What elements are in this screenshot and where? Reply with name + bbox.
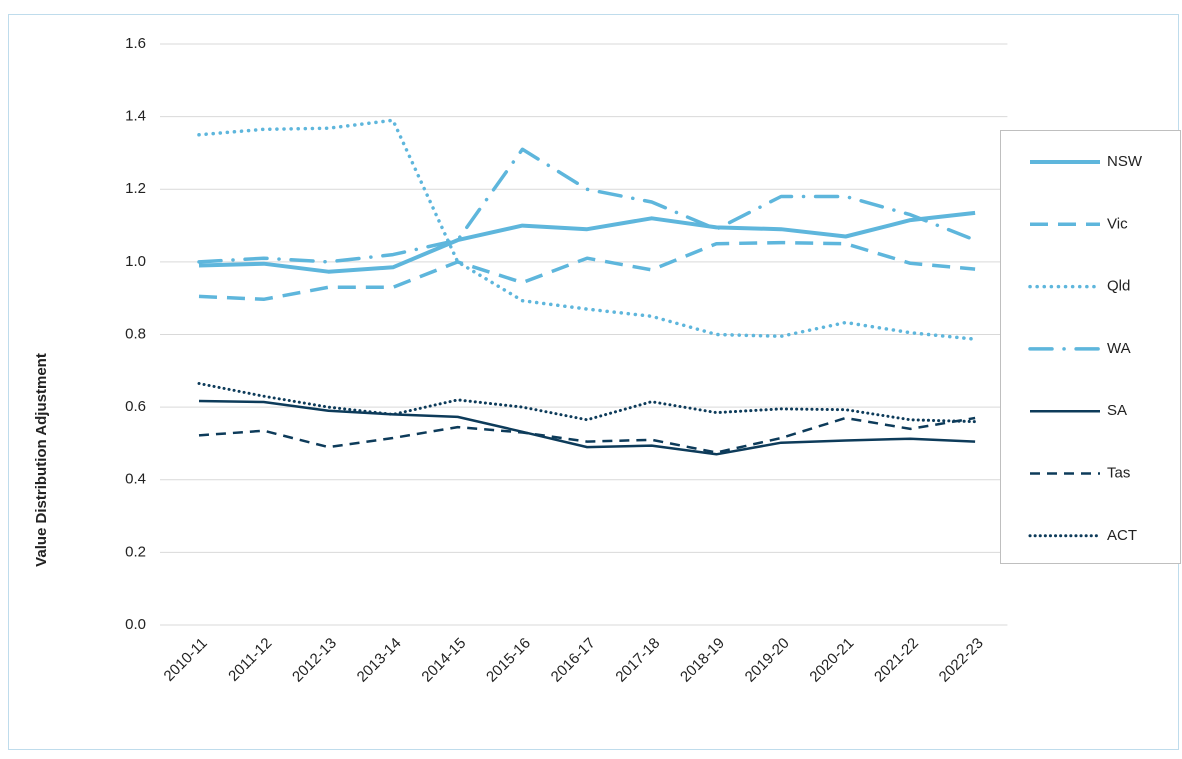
legend-label: Qld [1107,278,1130,295]
legend-label: ACT [1107,527,1137,544]
series-line [197,118,977,341]
y-tick-label: 1.0 [125,253,146,270]
legend-label: Vic [1107,215,1128,232]
y-tick-label: 1.6 [125,35,146,52]
y-tick-label: 0.4 [125,471,146,488]
series-line [198,210,976,274]
legend-label: SA [1107,402,1127,419]
legend-label: WA [1107,340,1131,357]
legend: NSW Vic Qld WA SA Tas ACT [1000,130,1181,564]
legend-box [1000,130,1181,564]
series-line [198,399,976,456]
series-line [198,416,976,454]
chart-border [8,14,1179,750]
series-line [197,382,977,424]
series-line [198,240,976,302]
y-axis-title: Value Distribution Adjustment [33,353,50,567]
y-tick-label: 0.0 [125,616,146,633]
y-tick-label: 1.2 [125,180,146,197]
legend-label: NSW [1107,153,1143,170]
y-tick-label: 0.6 [125,398,146,415]
series-line [197,147,977,264]
y-tick-label: 0.8 [125,325,146,342]
y-tick-label: 1.4 [125,108,146,125]
y-tick-label: 0.2 [125,543,146,560]
legend-label: Tas [1107,464,1130,481]
